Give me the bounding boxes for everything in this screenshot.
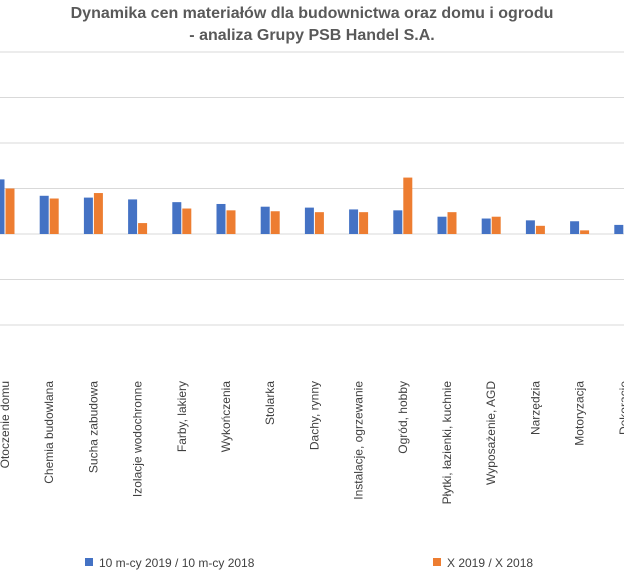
bar-series-2	[93, 193, 103, 234]
legend-label: 10 m-cy 2019 / 10 m-cy 2018	[99, 556, 255, 570]
bar-series-1	[260, 206, 270, 234]
chart-title-line-2: - analiza Grupy PSB Handel S.A.	[189, 27, 435, 44]
bar-series-2	[226, 210, 236, 234]
bar-series-2	[535, 225, 545, 234]
category-label: Narzędzia	[528, 381, 542, 435]
category-label: Izolacje wodochronne	[131, 381, 145, 497]
bar-series-1	[570, 221, 580, 234]
bar-series-2	[138, 223, 148, 234]
legend-swatch	[433, 558, 441, 566]
category-label: Dekoracje	[617, 381, 624, 435]
bar-series-1	[172, 202, 182, 234]
bar-series-1	[481, 218, 491, 234]
bar-series-1	[39, 195, 49, 234]
bar-series-2	[270, 211, 280, 234]
category-label: Płytki, łazienki, kuchnie	[440, 381, 454, 505]
bar-series-2	[5, 188, 15, 234]
bar-series-1	[525, 220, 535, 234]
category-label: Instalacje, ogrzewanie	[352, 381, 366, 500]
legend-swatch	[85, 558, 93, 566]
bar-series-2	[491, 216, 501, 234]
category-label: Farby, lakiery	[175, 381, 189, 452]
bar-series-2	[182, 208, 192, 234]
bar-series-2	[359, 212, 369, 234]
bar-series-2	[49, 198, 59, 234]
category-label: Dachy, rynny	[307, 381, 321, 450]
bar-series-1	[349, 209, 359, 234]
category-label: Ogród, hobby	[396, 381, 410, 454]
category-label: Otoczenie domu	[0, 381, 12, 468]
bar-series-1	[393, 210, 403, 234]
category-label: Chemia budowlana	[42, 381, 56, 484]
bar-series-2	[580, 230, 590, 234]
bar-series-1	[83, 197, 93, 234]
category-label: Motoryzacja	[573, 381, 587, 446]
category-label: Stolarka	[263, 381, 277, 425]
bar-series-1	[128, 199, 138, 234]
category-label: Wykończenia	[219, 381, 233, 453]
bar-series-1	[437, 216, 447, 234]
bar-series-2	[447, 212, 457, 234]
bar-series-1	[614, 224, 624, 234]
bar-series-1	[304, 207, 314, 234]
bar-series-1	[0, 179, 5, 234]
category-label: Sucha zabudowa	[86, 381, 100, 473]
legend-label: X 2019 / X 2018	[447, 556, 533, 570]
bar-series-2	[314, 212, 324, 234]
bar-series-1	[216, 203, 226, 234]
chart-title-line-1: Dynamika cen materiałów dla budownictwa …	[70, 5, 554, 22]
bar-series-2	[403, 177, 413, 234]
category-label: Wyposażenie, AGD	[484, 381, 498, 485]
